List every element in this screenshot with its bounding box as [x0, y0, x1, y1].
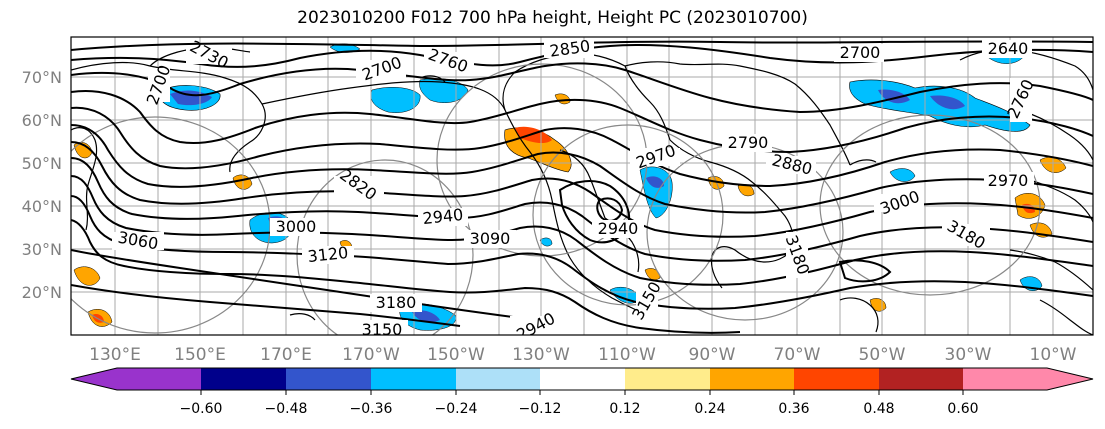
colorbar-tick-label: −0.24	[435, 401, 478, 417]
lon-label: 170°E	[260, 345, 312, 365]
colorbar-swatch	[710, 368, 794, 390]
contour-label: 3090	[464, 229, 516, 248]
svg-text:3150: 3150	[362, 320, 403, 339]
lon-label: 150°W	[427, 345, 485, 365]
lon-label: 30°W	[945, 345, 992, 365]
svg-text:3000: 3000	[276, 217, 317, 236]
lon-label: 90°W	[689, 345, 736, 365]
svg-text:2790: 2790	[728, 133, 769, 152]
map-frame	[70, 36, 1094, 336]
map-content: 2730 2700 2760 2850 2700 2700 2640 2760 …	[71, 36, 1093, 339]
contour-label: 3120	[302, 243, 354, 266]
lat-label: 40°N	[22, 197, 62, 216]
svg-text:3120: 3120	[307, 243, 349, 266]
svg-text:3090: 3090	[470, 229, 511, 248]
lon-label: 150°E	[174, 345, 226, 365]
contour-label: 3180	[370, 293, 422, 312]
colorbar-tick-label: −0.12	[519, 401, 562, 417]
colorbar-swatch	[879, 368, 963, 390]
contour-label: 2790	[722, 133, 772, 152]
svg-text:2850: 2850	[548, 36, 591, 60]
map-background	[71, 37, 1093, 335]
lon-label: 170°W	[342, 345, 400, 365]
contour-label: 3180	[782, 232, 813, 278]
contour-label: 2940	[418, 205, 468, 228]
svg-text:2940: 2940	[598, 219, 639, 238]
lon-label: 110°W	[598, 345, 656, 365]
contour-label: 3060	[112, 228, 164, 253]
lat-label: 20°N	[22, 283, 62, 302]
svg-text:2940: 2940	[422, 205, 464, 228]
colorbar-outline	[70, 367, 1094, 391]
colorbar-swatch	[540, 368, 625, 390]
svg-text:2640: 2640	[988, 39, 1029, 58]
contour-label: 2640	[982, 39, 1032, 58]
colorbar-tick-label: −0.48	[265, 401, 308, 417]
lat-label: 50°N	[22, 154, 62, 173]
svg-text:3180: 3180	[376, 293, 417, 312]
colorbar-tick-label: 0.36	[778, 401, 809, 417]
contour-label: 2850	[544, 36, 594, 61]
lon-label: 70°W	[774, 345, 821, 365]
contour-label: 3000	[270, 217, 320, 236]
latitude-labels: 70°N 60°N 50°N 40°N 30°N 20°N	[22, 68, 62, 302]
svg-text:2970: 2970	[988, 171, 1029, 190]
map-title: 2023010200 F012 700 hPa height, Height P…	[297, 8, 808, 28]
contour-label: 2700	[143, 62, 175, 107]
colorbar-tick-label: 0.48	[863, 401, 894, 417]
contour-label: 3150	[356, 320, 408, 339]
colorbar-tick-label: 0.12	[609, 401, 640, 417]
lat-label: 60°N	[22, 111, 62, 130]
colorbar-swatch	[286, 368, 371, 390]
colorbar: −0.60 −0.48 −0.36 −0.24 −0.12 0.12 0.24 …	[70, 367, 1094, 417]
colorbar-swatch	[201, 368, 286, 390]
lat-label: 30°N	[22, 240, 62, 259]
lon-label: 130°E	[89, 345, 141, 365]
lon-label: 10°W	[1030, 345, 1077, 365]
colorbar-tick-label: 0.24	[694, 401, 725, 417]
contour-label: 2970	[984, 171, 1034, 190]
graticule	[71, 37, 1093, 335]
colorbar-tick-label: −0.60	[180, 401, 223, 417]
lat-label: 70°N	[22, 68, 62, 87]
colorbar-swatch	[456, 368, 540, 390]
colorbar-tick-label: 0.60	[947, 401, 978, 417]
colorbar-swatch	[625, 368, 710, 390]
contour-label: 2940	[592, 219, 644, 238]
colorbar-ticks	[200, 390, 964, 395]
lon-label: 50°W	[859, 345, 906, 365]
colorbar-swatch	[963, 368, 1093, 390]
lon-label: 130°W	[512, 345, 570, 365]
longitude-labels: 130°E 150°E 170°E 170°W 150°W 130°W 110°…	[89, 345, 1077, 365]
colorbar-tick-label: −0.36	[350, 401, 393, 417]
colorbar-swatch	[371, 368, 456, 390]
svg-text:2700: 2700	[840, 43, 881, 62]
colorbar-swatch	[794, 368, 879, 390]
contour-label: 2700	[834, 43, 884, 62]
colorbar-swatch	[71, 368, 201, 390]
